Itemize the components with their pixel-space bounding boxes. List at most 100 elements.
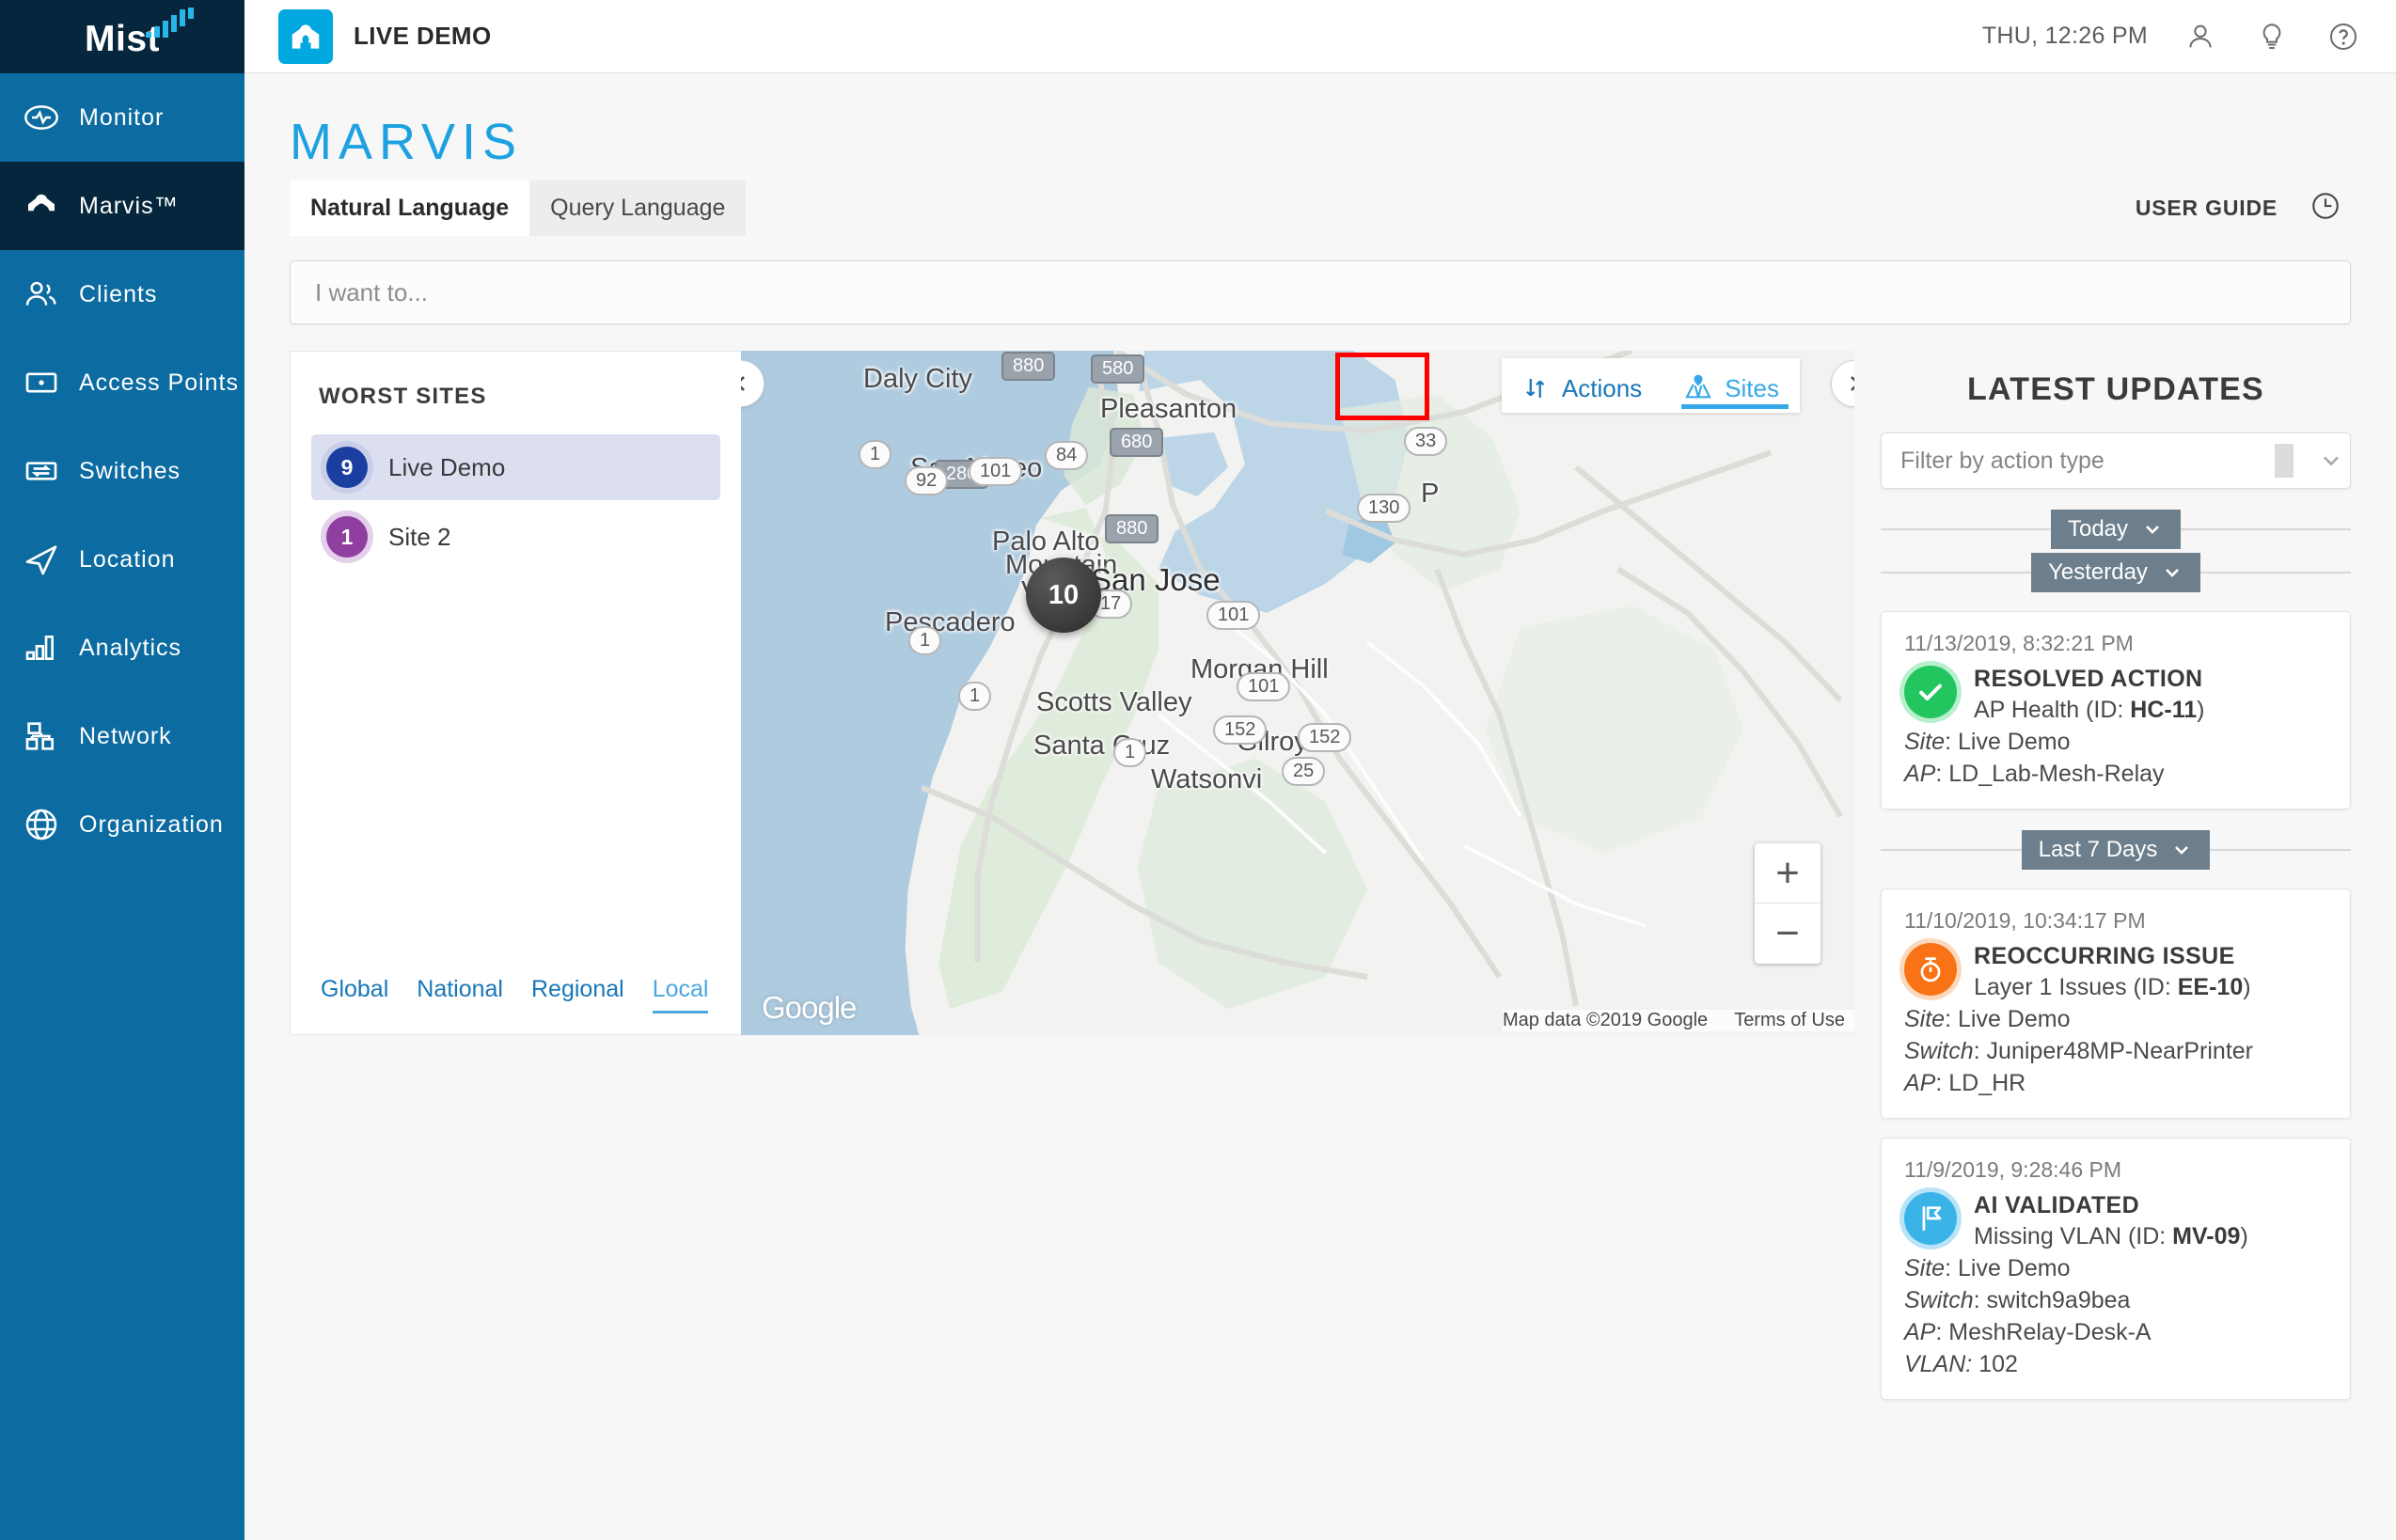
card-meta-key: Switch xyxy=(1904,1287,1974,1313)
zoom-out-button[interactable]: − xyxy=(1775,910,1800,956)
map-highway-shield: 1 xyxy=(958,682,992,711)
sidebar-item-location[interactable]: Location xyxy=(0,515,244,604)
sidebar-item-label: Access Points xyxy=(79,369,240,396)
card-kind: REOCCURRING ISSUE xyxy=(1974,943,2235,969)
sidebar-item-marvis[interactable]: Marvis™ xyxy=(0,162,244,250)
group-divider-today: Today xyxy=(1881,510,2352,549)
group-pill-today[interactable]: Today xyxy=(2050,510,2182,549)
scope-regional[interactable]: Regional xyxy=(531,976,624,1002)
card-meta-row: Switch: switch9a9bea xyxy=(1904,1287,2131,1313)
card-header: AI VALIDATED Missing VLAN (ID: MV-09) xyxy=(1904,1192,2327,1250)
card-meta-value: MeshRelay-Desk-A xyxy=(1948,1319,2152,1345)
map-highway-shield: 880 xyxy=(1105,514,1159,543)
sidebar-item-label: Network xyxy=(79,722,172,749)
map-toggle-actions[interactable]: Actions xyxy=(1502,358,1663,413)
map-toggle-sites[interactable]: Sites xyxy=(1663,358,1800,413)
card-meta-value: Juniper48MP-NearPrinter xyxy=(1986,1038,2253,1064)
map-toggle-actions-label: Actions xyxy=(1561,373,1643,402)
sidebar-item-switches[interactable]: Switches xyxy=(0,427,244,515)
user-icon[interactable] xyxy=(2182,18,2219,55)
chevron-down-icon[interactable] xyxy=(2294,448,2350,474)
update-card[interactable]: 11/9/2019, 9:28:46 PM AI VALIDATED Missi… xyxy=(1881,1138,2351,1400)
update-card[interactable]: 11/10/2019, 10:34:17 PM REOCCURRING ISSU… xyxy=(1881,888,2351,1119)
chevron-left-icon xyxy=(741,376,745,391)
chevron-down-icon xyxy=(2175,846,2189,855)
map-highway-shield: 880 xyxy=(1001,352,1056,381)
card-timestamp: 11/13/2019, 8:32:21 PM xyxy=(1904,631,2134,655)
card-subject-suffix: ) xyxy=(2197,697,2205,723)
map-highway-shield: 130 xyxy=(1357,494,1411,523)
card-header: RESOLVED ACTION AP Health (ID: HC-11) xyxy=(1904,666,2327,724)
sidebar-item-analytics[interactable]: Analytics xyxy=(0,604,244,692)
check-circle-icon xyxy=(1904,666,1957,718)
card-subject-prefix: AP Health (ID: xyxy=(1974,697,2131,723)
network-icon xyxy=(21,715,62,757)
switches-icon xyxy=(21,450,62,492)
card-meta-row: Site: Live Demo xyxy=(1904,1006,2071,1032)
sidebar-item-label: Switches xyxy=(79,457,181,484)
map-highway-shield: 25 xyxy=(1282,757,1326,786)
card-meta-value: Live Demo xyxy=(1958,729,2071,755)
card-timestamp: 11/9/2019, 9:28:46 PM xyxy=(1904,1157,2122,1182)
scope-national[interactable]: National xyxy=(417,976,503,1002)
sidebar-item-organization[interactable]: Organization xyxy=(0,780,244,869)
site-name: Live Demo xyxy=(388,452,506,481)
lightbulb-icon[interactable] xyxy=(2253,18,2291,55)
map-highway-shield: 580 xyxy=(1091,354,1145,384)
sidebar-item-monitor[interactable]: Monitor xyxy=(0,73,244,162)
user-guide-link[interactable]: USER GUIDE xyxy=(2135,196,2278,220)
sidebar-item-network[interactable]: Network xyxy=(0,692,244,780)
card-kind: RESOLVED ACTION xyxy=(1974,666,2203,692)
search-input[interactable] xyxy=(315,277,2325,307)
site-count-value: 9 xyxy=(326,447,368,488)
sites-map[interactable]: Daly City Pleasanton San Mateo Palo Alto… xyxy=(741,351,1854,1035)
map-highway-shield: 152 xyxy=(1213,715,1268,745)
map-highway-shield: 101 xyxy=(1206,601,1261,630)
sidebar-item-clients[interactable]: Clients xyxy=(0,250,244,338)
chevron-down-icon xyxy=(2166,569,2179,577)
sidebar-item-access-points[interactable]: Access Points xyxy=(0,338,244,427)
map-data-attribution: Map data ©2019 Google xyxy=(1502,1010,1709,1030)
guide-area: USER GUIDE xyxy=(2136,190,2366,227)
card-meta-key: AP xyxy=(1904,1319,1936,1345)
group-pill-last-7-days[interactable]: Last 7 Days xyxy=(2021,830,2211,870)
map-pin-icon xyxy=(1685,374,1711,399)
stopwatch-icon xyxy=(1904,943,1957,996)
worst-site-row-site-2[interactable]: 1 Site 2 xyxy=(311,504,720,570)
terms-of-use-link[interactable]: Terms of Use xyxy=(1734,1010,1845,1030)
chevron-right-icon xyxy=(1851,376,1854,391)
worst-site-row-live-demo[interactable]: 9 Live Demo xyxy=(311,434,720,500)
card-meta-value: Live Demo xyxy=(1958,1006,2071,1032)
update-card[interactable]: 11/13/2019, 8:32:21 PM RESOLVED ACTION A… xyxy=(1881,611,2351,809)
help-icon[interactable] xyxy=(2325,18,2362,55)
card-text-block: RESOLVED ACTION AP Health (ID: HC-11) xyxy=(1974,666,2204,724)
scope-global[interactable]: Global xyxy=(321,976,389,1002)
card-subject-prefix: Layer 1 Issues (ID: xyxy=(1974,974,2178,1000)
card-meta-row: Site: Live Demo xyxy=(1904,729,2071,755)
map-highway-shield: 1 xyxy=(908,626,942,655)
card-meta-key: Site xyxy=(1904,729,1946,755)
language-mode-tabs: Natural Language Query Language xyxy=(290,181,747,236)
card-meta-key: AP xyxy=(1904,761,1936,787)
mist-logo-dots-icon xyxy=(146,8,194,38)
group-pill-yesterday[interactable]: Yesterday xyxy=(2031,553,2200,592)
marvis-search-bar[interactable] xyxy=(290,260,2351,324)
mist-logo[interactable]: Mist xyxy=(0,0,244,73)
filter-divider xyxy=(2275,444,2294,478)
action-type-filter[interactable]: Filter by action type xyxy=(1881,432,2351,489)
chevron-down-icon xyxy=(2146,526,2159,534)
zoom-in-button[interactable]: + xyxy=(1755,843,1821,904)
latest-updates-panel: LATEST UPDATES Filter by action type xyxy=(1881,351,2352,1400)
tab-natural-language[interactable]: Natural Language xyxy=(290,181,530,236)
scope-local[interactable]: Local xyxy=(652,976,709,1014)
map-cluster-marker[interactable]: 10 xyxy=(1026,558,1101,633)
sidebar-item-label: Clients xyxy=(79,280,158,307)
map-zoom-controls: + − xyxy=(1755,843,1821,964)
page-title: MARVIS xyxy=(290,114,524,170)
clock-icon[interactable] xyxy=(2309,190,2341,227)
tab-query-language[interactable]: Query Language xyxy=(529,181,747,236)
sidebar-item-label: Marvis™ xyxy=(79,192,179,219)
card-meta-row: AP: LD_Lab-Mesh-Relay xyxy=(1904,761,2165,787)
flag-icon xyxy=(1904,1192,1957,1245)
